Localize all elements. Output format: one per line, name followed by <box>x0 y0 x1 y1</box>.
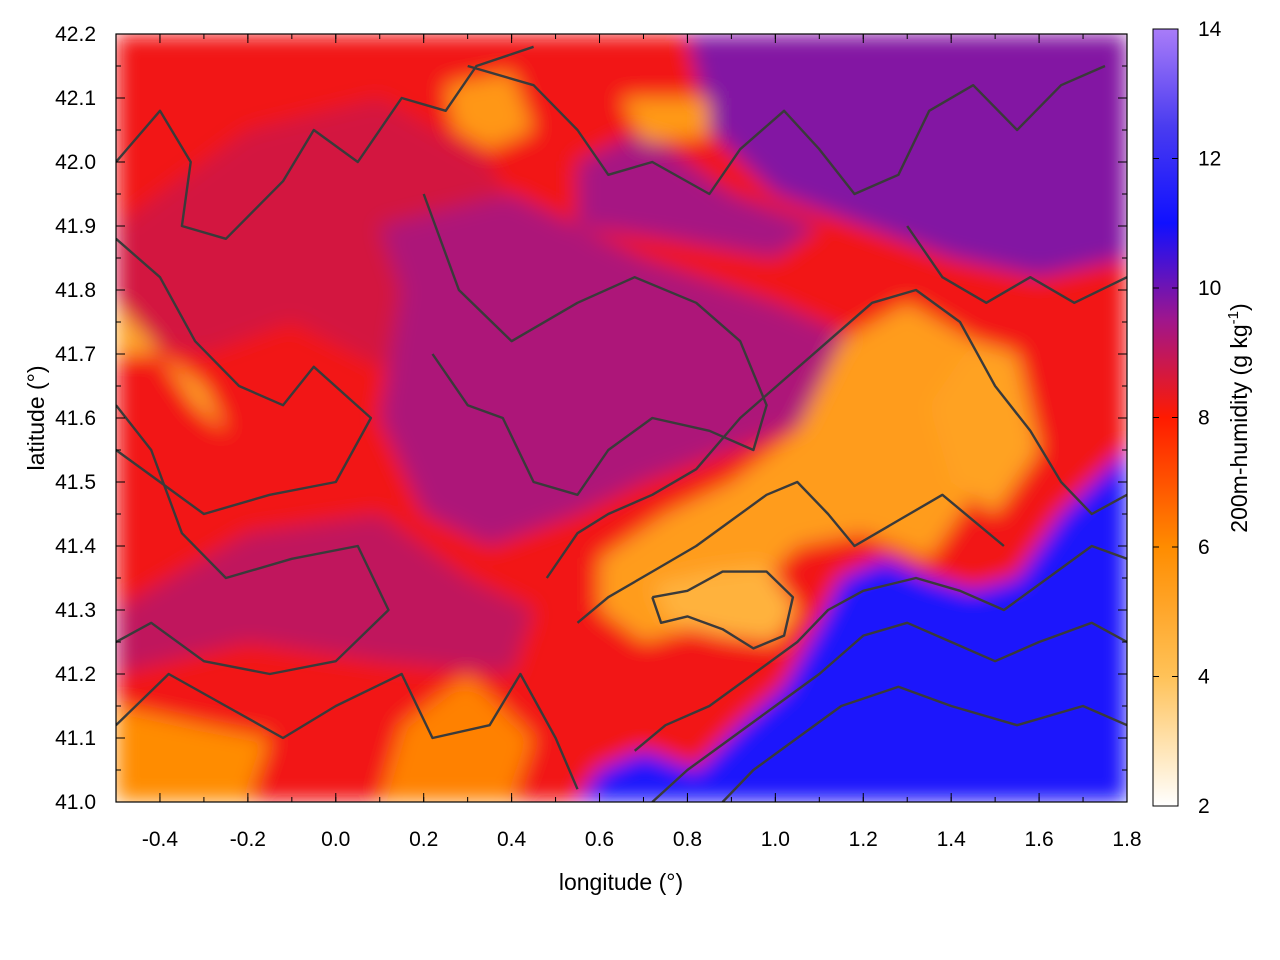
colorbar-title-main: 200m-humidity (g kg <box>1226 324 1252 532</box>
contour-lines <box>116 45 1127 802</box>
y-tick-label: 41.1 <box>55 727 96 750</box>
x-tick-label: 1.6 <box>1024 828 1053 851</box>
colorbar-tick-label: 2 <box>1198 795 1210 818</box>
y-tick-label: 41.0 <box>55 791 96 814</box>
y-tick-label: 41.5 <box>55 471 96 494</box>
humidity-region-dry-southwest <box>116 706 270 802</box>
colorbar-title-end: ) <box>1226 303 1252 311</box>
humidity-region-dry-core <box>652 565 798 642</box>
colorbar-ticks: 2 4 6 8 10 12 14 <box>1153 18 1222 818</box>
contour-line <box>116 404 390 676</box>
y-tick-label: 41.2 <box>55 663 96 686</box>
x-tick-label: 1.4 <box>937 828 967 851</box>
humidity-region-west-central <box>116 514 534 674</box>
x-tick-label: 1.2 <box>849 828 878 851</box>
contour-line <box>545 288 1127 579</box>
y-tick-label: 41.9 <box>55 215 96 238</box>
contour-line <box>721 685 1127 802</box>
y-tick-label: 42.1 <box>55 87 96 110</box>
contour-line <box>116 45 534 241</box>
contour-line <box>906 225 1127 304</box>
plot-area <box>116 34 1127 802</box>
humidity-region-sea-moist <box>577 450 1127 802</box>
axis-ticks: -0.4 -0.2 0.0 0.2 0.4 0.6 0.8 1.0 1.2 1.4 1.6 1.8 41… <box>55 23 1141 851</box>
contour-line <box>467 64 1106 196</box>
contour-line <box>651 570 795 650</box>
colorbar-tick-label: 4 <box>1198 666 1210 689</box>
humidity-region-north-center-strip <box>577 130 820 258</box>
colorbar-tick-label: 12 <box>1198 148 1221 171</box>
colorbar-title-sup: -1 <box>1225 311 1242 324</box>
humidity-region-dry-plume <box>599 302 1018 642</box>
x-tick-label: 0.8 <box>673 828 702 851</box>
x-tick-label: -0.4 <box>142 828 179 851</box>
y-tick-label: 41.6 <box>55 407 96 430</box>
humidity-field <box>116 34 1127 802</box>
contour-line <box>116 672 579 790</box>
colorbar-tick-label: 6 <box>1198 536 1210 559</box>
colorbar-title: 200m-humidity (g kg-1) <box>1225 303 1252 532</box>
x-tick-label: 0.6 <box>585 828 614 851</box>
contour-line <box>422 193 768 496</box>
x-axis-title: longitude (°) <box>559 869 683 895</box>
y-tick-label: 41.8 <box>55 279 96 302</box>
colorbar-tick-label: 14 <box>1198 18 1222 41</box>
y-tick-label: 41.4 <box>55 535 96 558</box>
y-axis-title: latitude (°) <box>23 365 49 470</box>
humidity-region-dry-north-patches <box>445 72 534 150</box>
y-tick-label: 41.3 <box>55 599 96 622</box>
humidity-region-dry-west <box>116 302 226 431</box>
x-tick-label: 1.0 <box>761 828 790 851</box>
contour-line <box>576 480 1005 624</box>
x-tick-label: 0.0 <box>321 828 350 851</box>
humidity-region-dry-north-patches-2 <box>621 98 710 143</box>
humidity-region-central-north <box>379 194 864 546</box>
colorbar-tick-label: 8 <box>1198 407 1210 430</box>
contour-line <box>633 544 1127 752</box>
x-tick-label: -0.2 <box>230 828 266 851</box>
x-tick-label: 1.8 <box>1112 828 1141 851</box>
y-tick-label: 42.0 <box>55 151 96 174</box>
contour-line <box>116 237 373 516</box>
contour-line <box>651 621 1127 802</box>
x-tick-label: 0.4 <box>497 828 527 851</box>
y-tick-label: 42.2 <box>55 23 96 46</box>
humidity-region-dry-south-center <box>379 674 534 802</box>
colorbar: 2 4 6 8 10 12 14 200m-humidity (g kg-1) <box>1152 18 1252 818</box>
humidity-region-dry-northeast <box>929 341 1040 514</box>
colorbar-tick-label: 10 <box>1198 277 1221 300</box>
y-tick-label: 41.7 <box>55 343 96 366</box>
x-tick-label: 0.2 <box>409 828 438 851</box>
